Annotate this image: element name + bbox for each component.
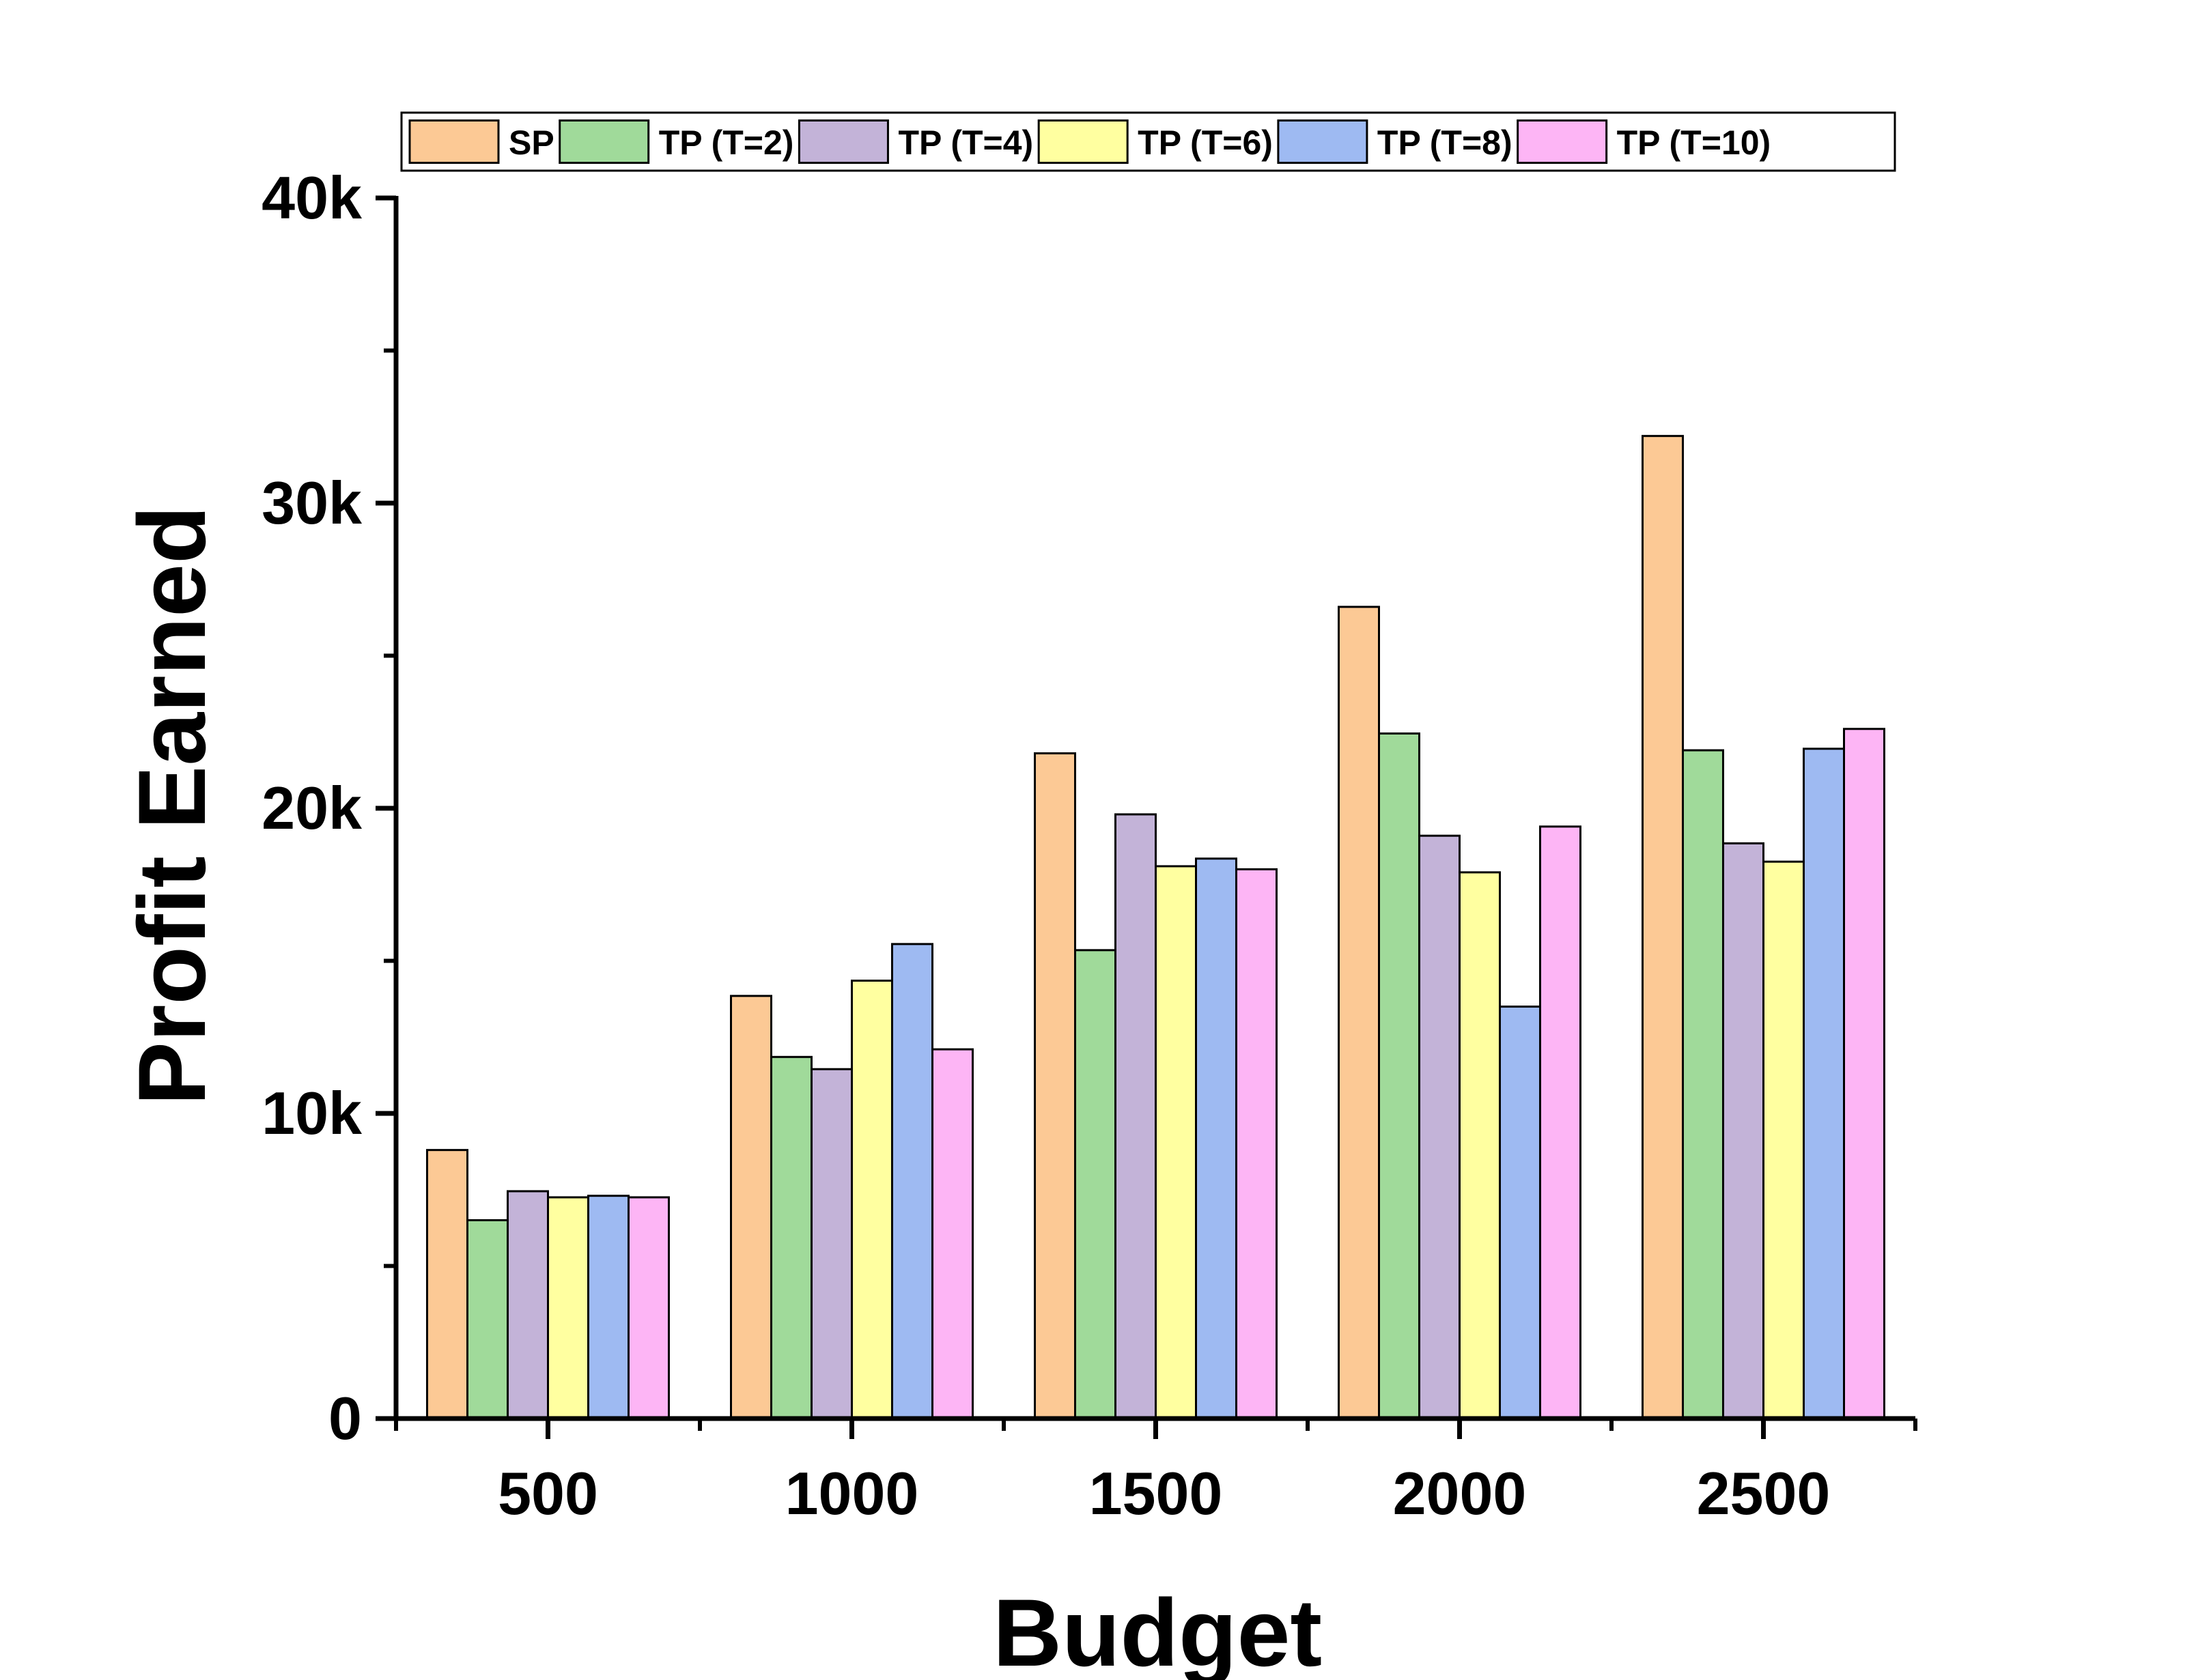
legend: SP TP (T=2) TP (T=4) TP (T=6) TP (T=8) TP (T=… — [400, 111, 1896, 172]
bar-tp-t-4-500 — [507, 1190, 549, 1420]
bar-tp-t-4-2000 — [1418, 834, 1461, 1420]
axes: 0 10k 20k 30k 40k 500 1000 1500 2000 2500 — [262, 164, 1917, 1527]
bar-tp-t-2-1000 — [770, 1055, 813, 1420]
legend-label: TP (T=2) — [659, 124, 794, 162]
bar-tp-t-10-1000 — [931, 1048, 974, 1420]
y-tick-label: 20k — [262, 774, 363, 842]
bar-sp-2500 — [1642, 435, 1684, 1420]
x-tick-label: 500 — [498, 1460, 598, 1527]
bar-tp-t-6-2500 — [1762, 860, 1805, 1420]
legend-swatch — [408, 119, 500, 164]
bar-tp-t-2-2500 — [1682, 749, 1724, 1420]
bar-tp-t-8-1000 — [891, 943, 933, 1420]
x-axis-title: Budget — [993, 1579, 1322, 1680]
legend-swatch — [559, 119, 650, 164]
bar-sp-500 — [426, 1149, 468, 1420]
bar-tp-t-10-2000 — [1539, 825, 1581, 1420]
legend-swatch — [798, 119, 889, 164]
y-axis-title: Profit Earned — [118, 505, 225, 1105]
legend-swatch — [1277, 119, 1368, 164]
bar-tp-t-10-1500 — [1235, 868, 1278, 1420]
x-tick-label: 2500 — [1697, 1460, 1831, 1527]
bar-sp-1500 — [1034, 752, 1076, 1420]
bar-tp-t-6-1000 — [851, 980, 893, 1420]
bar-tp-t-2-1500 — [1074, 949, 1116, 1420]
y-tick-label: 10k — [262, 1079, 363, 1147]
bar-tp-t-6-500 — [547, 1196, 589, 1420]
bar-tp-t-6-1500 — [1155, 865, 1197, 1420]
y-tick-label: 40k — [262, 164, 363, 231]
legend-label: TP (T=6) — [1138, 124, 1273, 162]
x-tick-label: 1000 — [785, 1460, 919, 1527]
y-tick-label: 30k — [262, 469, 363, 537]
bar-sp-1000 — [730, 995, 772, 1420]
bar-tp-t-8-2500 — [1803, 748, 1845, 1420]
bar-tp-t-4-2500 — [1722, 842, 1764, 1420]
bar-tp-t-8-1500 — [1195, 857, 1237, 1420]
bar-tp-t-2-500 — [466, 1219, 509, 1420]
legend-label: TP (T=4) — [898, 124, 1033, 162]
bar-tp-t-4-1500 — [1114, 813, 1157, 1420]
bar-tp-t-10-500 — [628, 1196, 670, 1420]
bar-tp-t-8-500 — [587, 1195, 630, 1420]
bar-tp-t-2-2000 — [1378, 732, 1420, 1420]
x-tick-label: 2000 — [1393, 1460, 1527, 1527]
legend-frame — [400, 111, 1896, 172]
legend-label: SP — [509, 124, 554, 162]
legend-label: TP (T=8) — [1377, 124, 1512, 162]
bar-tp-t-6-2000 — [1459, 871, 1501, 1420]
bar-sp-2000 — [1338, 606, 1380, 1420]
bars — [426, 435, 1885, 1420]
y-tick-label: 0 — [328, 1384, 362, 1452]
bar-tp-t-4-1000 — [811, 1068, 853, 1420]
bar-tp-t-8-2000 — [1499, 1006, 1541, 1420]
legend-swatch — [1037, 119, 1129, 164]
legend-swatch — [1517, 119, 1608, 164]
legend-label: TP (T=10) — [1617, 124, 1771, 162]
bar-tp-t-10-2500 — [1843, 728, 1885, 1420]
x-tick-label: 1500 — [1089, 1460, 1223, 1527]
